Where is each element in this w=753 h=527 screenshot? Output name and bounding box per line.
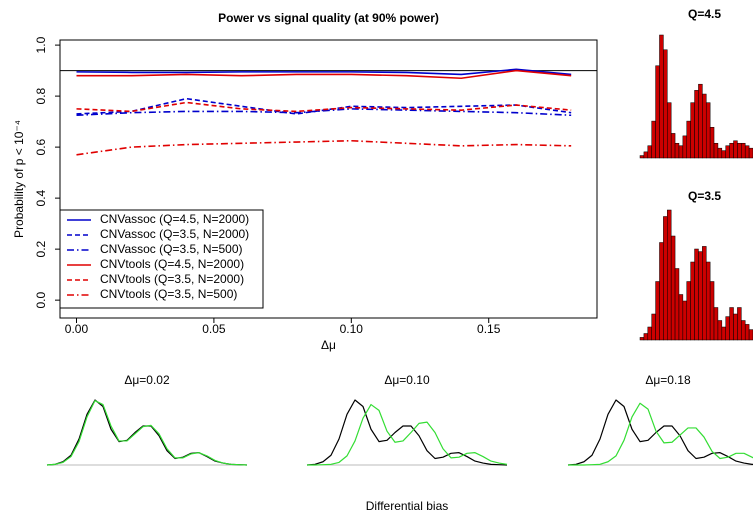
series-line xyxy=(76,101,572,113)
histogram-bar xyxy=(678,294,684,341)
density-line xyxy=(567,399,753,466)
histogram-bar xyxy=(682,135,688,159)
x-axis-label: Δμ xyxy=(321,338,336,352)
x-tick-label: 0.00 xyxy=(65,322,89,336)
series-line xyxy=(76,68,572,76)
histogram-bar xyxy=(678,145,684,159)
histogram-bar xyxy=(741,142,746,159)
histogram-bar xyxy=(729,307,734,341)
legend-label: CNVassoc (Q=3.5, N=2000) xyxy=(100,227,249,241)
histogram-bar xyxy=(725,145,730,159)
series-line xyxy=(76,69,572,80)
histogram-bar xyxy=(670,133,676,159)
x-axis-label: Differential bias xyxy=(366,499,449,513)
histogram-bar xyxy=(647,145,652,159)
histogram-bar xyxy=(655,65,660,159)
x-tick-label: 0.05 xyxy=(202,322,226,336)
histogram-bar xyxy=(639,337,645,341)
histogram-bar xyxy=(694,90,699,159)
x-tick-label: 0.10 xyxy=(340,322,364,336)
histogram-bar xyxy=(655,281,660,341)
density-line xyxy=(46,400,248,466)
y-tick-label: 0.6 xyxy=(34,138,48,155)
histogram-bar xyxy=(717,147,723,159)
histogram-bar xyxy=(705,102,711,159)
histogram-bar xyxy=(651,313,656,341)
y-tick-label: 0.4 xyxy=(34,189,48,206)
density-line xyxy=(568,402,753,466)
series-line xyxy=(76,108,572,117)
density-line xyxy=(307,403,508,466)
y-tick-label: 1.0 xyxy=(34,36,48,53)
histogram-bar xyxy=(733,140,738,159)
histogram-bar xyxy=(709,127,715,159)
histogram-bar xyxy=(670,235,676,341)
chart-title: Power vs signal quality (at 90% power) xyxy=(218,11,439,25)
panel-title: Δμ=0.10 xyxy=(384,373,430,387)
histogram-bar xyxy=(721,150,726,159)
histogram-bar xyxy=(663,216,668,341)
histogram-bar xyxy=(748,329,753,341)
series-line xyxy=(76,139,572,156)
histogram-bar xyxy=(721,326,726,341)
histogram-bar xyxy=(744,145,750,159)
y-tick-label: 0.2 xyxy=(34,240,48,257)
histogram-bar xyxy=(667,209,672,341)
legend-label: CNVassoc (Q=3.5, N=500) xyxy=(100,242,243,256)
legend-label: CNVtools (Q=3.5, N=500) xyxy=(100,287,237,301)
histogram-bar xyxy=(717,320,723,341)
histogram-bar xyxy=(729,142,734,159)
histogram-bar xyxy=(744,324,750,341)
histogram-bar xyxy=(682,300,688,341)
histogram-bar xyxy=(702,93,707,159)
histogram-bar xyxy=(651,120,656,159)
histogram-bar xyxy=(639,155,645,159)
histogram-bar xyxy=(694,248,699,341)
panel-title: Δμ=0.18 xyxy=(645,373,691,387)
panel-title: Q=3.5 xyxy=(688,189,721,203)
panel-title: Δμ=0.02 xyxy=(124,373,170,387)
y-tick-label: 0.0 xyxy=(34,291,48,308)
histogram-bar xyxy=(659,34,664,159)
histogram-bar xyxy=(643,333,649,341)
y-tick-label: 0.8 xyxy=(34,87,48,104)
histogram-bar xyxy=(713,307,719,341)
plot-frame xyxy=(59,39,598,319)
density-line xyxy=(46,399,248,466)
histogram-bar xyxy=(748,147,753,159)
histogram-bar xyxy=(709,281,715,341)
histogram-bar xyxy=(674,142,680,159)
histogram-bar xyxy=(698,83,703,159)
histogram-bar xyxy=(702,246,707,341)
histogram-bar xyxy=(667,102,672,159)
histogram-bar xyxy=(690,102,695,159)
histogram-bar xyxy=(737,142,742,159)
histogram-bar xyxy=(643,151,649,159)
histogram-bar xyxy=(674,268,680,341)
histogram-bar xyxy=(647,326,652,341)
histogram-bar xyxy=(663,49,668,159)
histogram-bar xyxy=(725,316,730,341)
histogram-bar xyxy=(741,320,746,341)
legend-box xyxy=(59,209,264,309)
histogram-bar xyxy=(737,307,742,341)
histogram-bar xyxy=(686,281,691,341)
histogram-bar xyxy=(659,242,664,341)
histogram-bar xyxy=(698,251,703,341)
histogram-bar xyxy=(705,261,711,341)
y-axis-label: Probability of p < 10⁻⁴ xyxy=(12,120,26,238)
histogram-bar xyxy=(690,261,695,341)
histogram-bar xyxy=(713,142,719,159)
x-tick-label: 0.15 xyxy=(477,322,501,336)
legend-label: CNVtools (Q=3.5, N=2000) xyxy=(100,272,244,286)
histogram-bar xyxy=(733,313,738,341)
panel-title: Q=4.5 xyxy=(688,7,721,21)
histogram-bar xyxy=(686,120,691,159)
density-line xyxy=(306,399,508,466)
legend-label: CNVassoc (Q=4.5, N=2000) xyxy=(100,212,249,226)
legend-label: CNVtools (Q=4.5, N=2000) xyxy=(100,257,244,271)
